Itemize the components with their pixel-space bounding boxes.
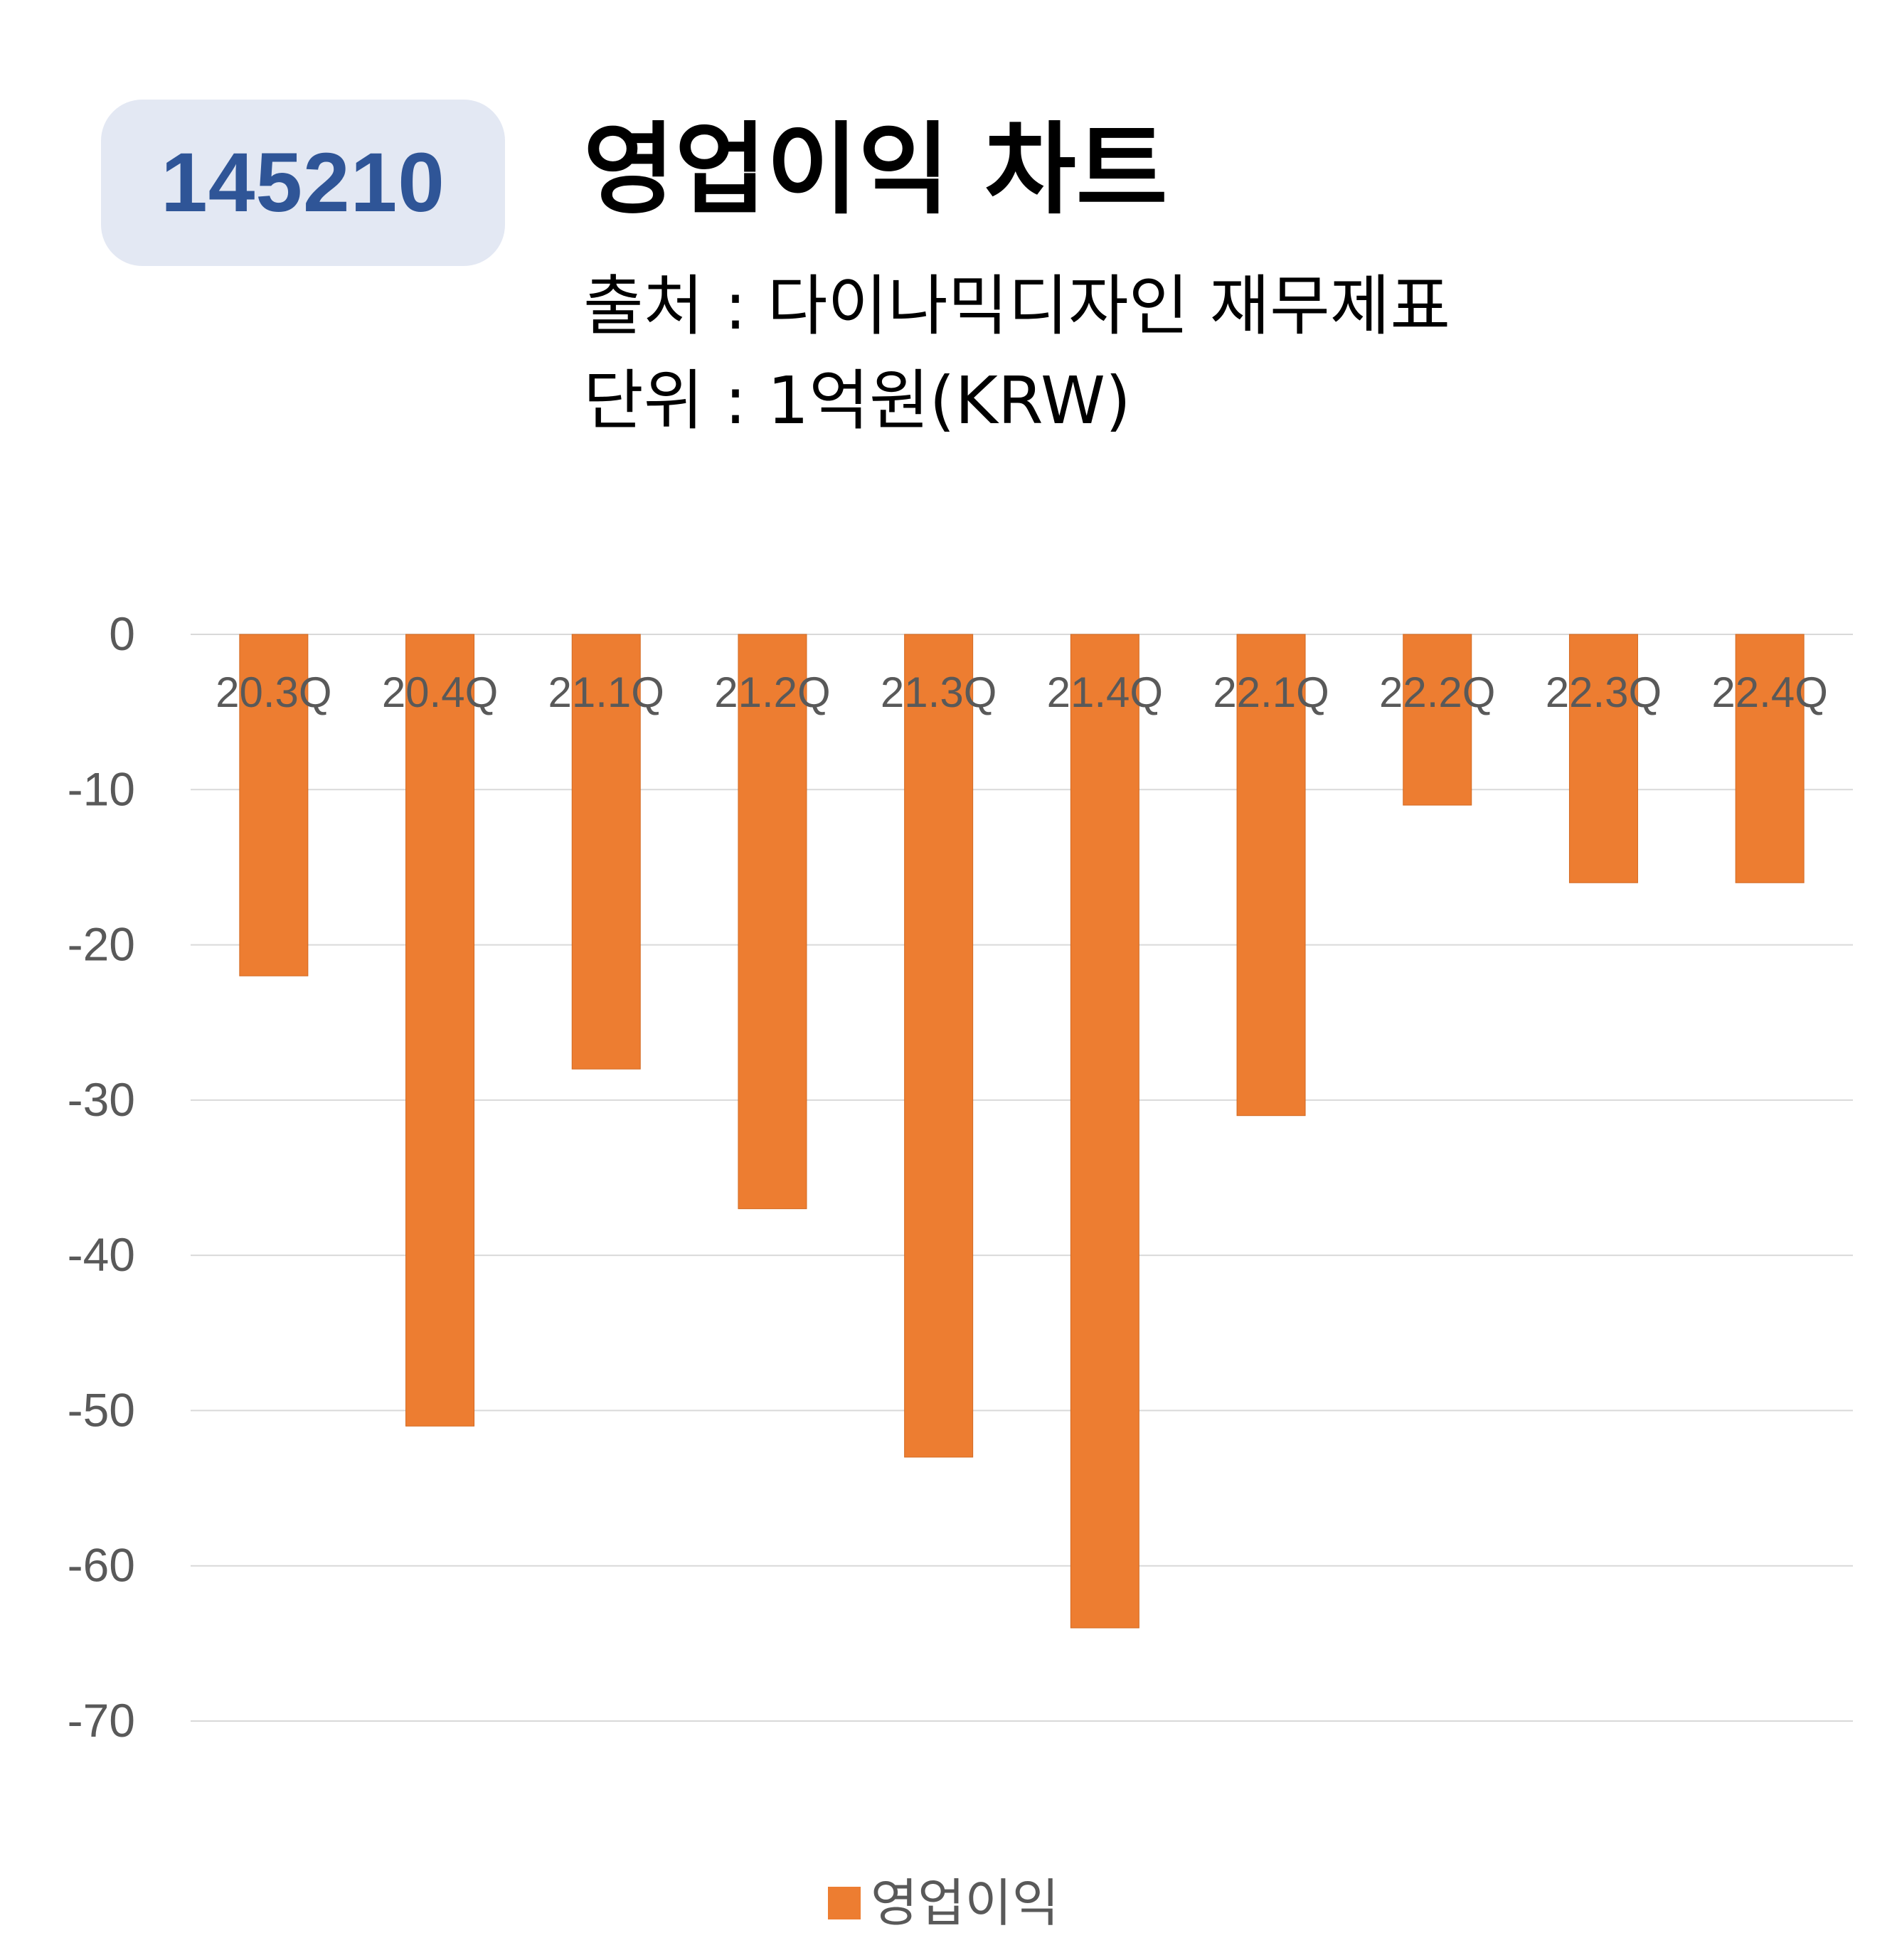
y-tick-label: -10 [68, 762, 135, 815]
category-label: 22.2Q [1379, 669, 1495, 716]
legend-label: 영업이익 [871, 1873, 1059, 1933]
y-tick-label: -30 [68, 1073, 135, 1126]
y-tick-label: -40 [68, 1228, 135, 1281]
source-line: 출처 : 다이나믹디자인 재무제표 [583, 268, 1451, 344]
category-label: 20.3Q [216, 669, 331, 716]
y-tick-label: -70 [68, 1694, 135, 1747]
bar-22.1Q [1236, 634, 1306, 1117]
y-tick-label: -20 [68, 918, 135, 971]
bar-22.2Q [1403, 634, 1472, 806]
category-label: 22.3Q [1546, 669, 1662, 716]
ticker-code: 145210 [161, 136, 445, 230]
category-label: 21.3Q [881, 669, 997, 716]
bar-22.4Q [1735, 634, 1805, 883]
legend: 영업이익 [828, 1878, 1059, 1929]
chart-title: 영업이익 차트 [583, 112, 1168, 228]
category-label: 22.4Q [1711, 669, 1827, 716]
y-tick-label: -50 [68, 1383, 135, 1436]
bar-21.4Q [1070, 634, 1139, 1629]
category-labels: 20.3Q 20.4Q 21.1Q 21.2Q 21.3Q 21.4Q 22.1Q 22.2Q… [216, 669, 1828, 716]
bar-22.3Q [1568, 634, 1638, 883]
category-label: 21.1Q [548, 669, 664, 716]
ticker-badge: 145210 [101, 100, 505, 266]
category-label: 21.4Q [1047, 669, 1163, 716]
y-tick-label: -60 [68, 1539, 135, 1592]
bar-21.1Q [571, 634, 641, 1070]
category-label: 21.2Q [714, 669, 830, 716]
legend-swatch [828, 1887, 861, 1919]
unit-line: 단위 : 1억원(KRW) [583, 363, 1131, 439]
y-axis-ticks: 0 -10 -20 -30 -40 -50 -60 -70 [68, 607, 135, 1747]
category-label: 22.1Q [1213, 669, 1329, 716]
category-label: 20.4Q [382, 669, 498, 716]
bar-21.2Q [738, 634, 807, 1210]
bar-21.3Q [904, 634, 974, 1458]
y-tick-label: 0 [109, 607, 135, 660]
bars [239, 634, 1805, 1629]
bar-20.3Q [239, 634, 309, 976]
bar-20.4Q [405, 634, 475, 1427]
